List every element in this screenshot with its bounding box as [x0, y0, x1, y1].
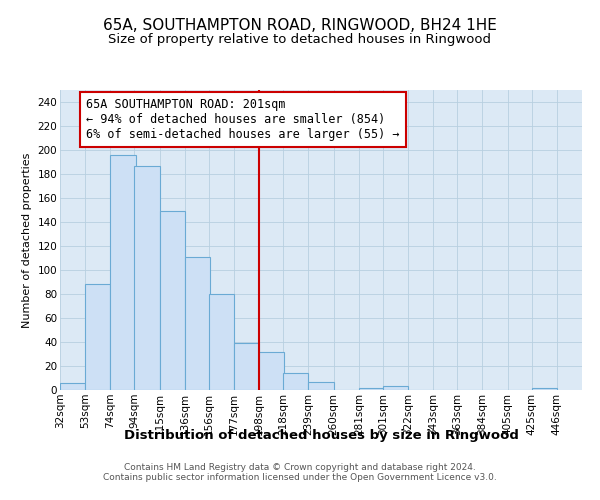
Y-axis label: Number of detached properties: Number of detached properties [22, 152, 32, 328]
Bar [359, 388, 384, 390]
Bar [185, 257, 210, 390]
Bar [383, 386, 408, 390]
Bar [259, 352, 284, 390]
Bar [308, 382, 334, 390]
Bar [60, 383, 85, 390]
Text: 65A SOUTHAMPTON ROAD: 201sqm
← 94% of detached houses are smaller (854)
6% of se: 65A SOUTHAMPTON ROAD: 201sqm ← 94% of de… [86, 98, 400, 142]
Text: Size of property relative to detached houses in Ringwood: Size of property relative to detached ho… [109, 32, 491, 46]
Bar [209, 294, 234, 390]
Bar [134, 166, 160, 390]
Bar [532, 388, 557, 390]
Text: 65A, SOUTHAMPTON ROAD, RINGWOOD, BH24 1HE: 65A, SOUTHAMPTON ROAD, RINGWOOD, BH24 1H… [103, 18, 497, 32]
Bar [283, 373, 308, 390]
Bar [160, 211, 185, 390]
Bar [234, 343, 259, 390]
Text: Distribution of detached houses by size in Ringwood: Distribution of detached houses by size … [124, 428, 518, 442]
Bar [85, 284, 110, 390]
Text: Contains HM Land Registry data © Crown copyright and database right 2024.: Contains HM Land Registry data © Crown c… [124, 464, 476, 472]
Bar [110, 155, 136, 390]
Text: Contains public sector information licensed under the Open Government Licence v3: Contains public sector information licen… [103, 474, 497, 482]
